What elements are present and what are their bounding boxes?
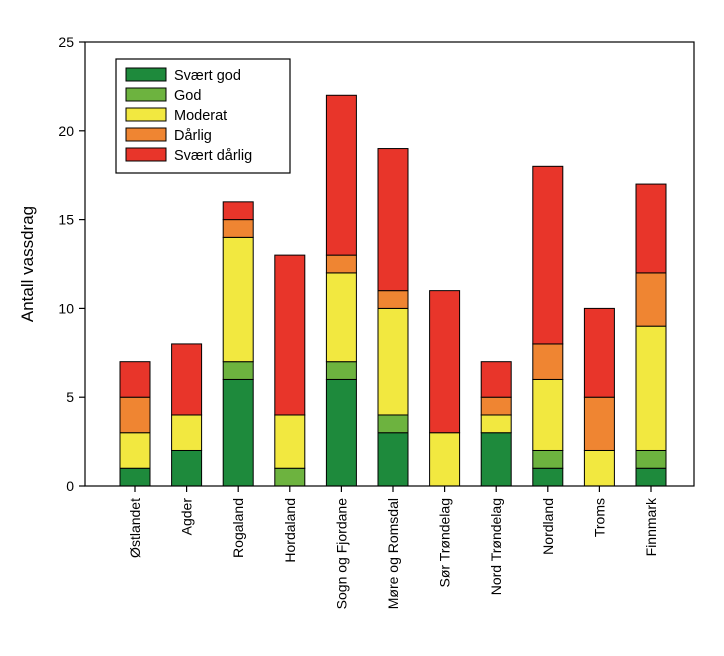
- bar-segment: [171, 449, 203, 487]
- bar-segment: [480, 414, 512, 434]
- bar-segment: [532, 165, 564, 345]
- legend-label: Svært dårlig: [174, 148, 252, 164]
- bar-segment: [480, 432, 512, 487]
- y-tick-label: 25: [58, 34, 74, 50]
- bar-segment: [171, 414, 203, 451]
- bar-segment: [274, 467, 306, 487]
- bar-segment: [532, 449, 564, 469]
- bar-segment: [377, 290, 409, 309]
- bar-segment: [171, 343, 203, 416]
- bar-segment: [325, 378, 357, 487]
- y-tick-label: 15: [58, 212, 74, 228]
- bar-segment: [222, 219, 254, 238]
- bar-segment: [274, 414, 306, 469]
- bars-layer: [119, 94, 667, 487]
- bar-segment: [583, 396, 615, 451]
- bar-segment: [119, 396, 151, 434]
- bar-segment: [583, 449, 615, 487]
- x-tick-label: Møre og Romsdal: [385, 498, 401, 609]
- bar-segment: [222, 378, 254, 487]
- bar-segment: [480, 361, 512, 398]
- bar-segment: [377, 432, 409, 487]
- bar-segment: [635, 183, 667, 274]
- bar-segment: [583, 307, 615, 398]
- x-tick-label: Hordaland: [282, 498, 298, 563]
- x-tick-label: Troms: [591, 498, 607, 537]
- y-tick-label: 20: [58, 123, 74, 139]
- y-tick-label: 5: [66, 389, 74, 405]
- legend-label: God: [174, 88, 201, 104]
- bar-segment: [635, 325, 667, 451]
- legend-label: Svært god: [174, 68, 241, 84]
- legend-swatch: [125, 107, 167, 122]
- legend: Svært god God Moderat Dårlig Svært dårlig: [115, 58, 291, 174]
- bar-segment: [429, 290, 461, 434]
- bar-segment: [480, 396, 512, 416]
- bar-segment: [119, 361, 151, 398]
- bar-segment: [635, 467, 667, 487]
- x-tick-label: Rogaland: [230, 498, 246, 558]
- bar-segment: [325, 254, 357, 274]
- x-tick-label: Sogn og Fjordane: [333, 498, 349, 610]
- bar-segment: [532, 378, 564, 451]
- x-tick-label: Nord Trøndelag: [488, 498, 504, 595]
- x-tick-label: Finnmark: [643, 497, 659, 556]
- bar-segment: [377, 148, 409, 292]
- legend-swatch: [125, 67, 167, 82]
- bar-segment: [325, 272, 357, 363]
- plot-frame: [84, 41, 695, 487]
- x-tick-label: Østlandet: [127, 498, 143, 558]
- y-tick-label: 0: [66, 478, 74, 494]
- legend-swatch: [125, 127, 167, 142]
- bar-segment: [119, 432, 151, 469]
- bar-segment: [635, 449, 667, 469]
- legend-swatch: [125, 87, 167, 102]
- bar-segment: [532, 467, 564, 487]
- bar-segment: [325, 94, 357, 256]
- bar-segment: [532, 343, 564, 380]
- y-axis-title: Antall vassdrag: [18, 206, 37, 322]
- bar-segment: [222, 361, 254, 380]
- bar-segment: [119, 467, 151, 487]
- y-tick-label: 10: [58, 300, 74, 316]
- legend-label: Moderat: [174, 108, 227, 124]
- legend-swatch: [125, 147, 167, 162]
- bar-segment: [429, 432, 461, 487]
- x-axis: Østlandet Agder Rogaland Hordaland Sogn og F…: [127, 486, 659, 609]
- y-axis: 0 5 10 15 20 25: [58, 34, 85, 494]
- bar-segment: [222, 236, 254, 363]
- bar-segment: [222, 201, 254, 221]
- x-tick-label: Agder: [179, 498, 195, 536]
- bar-segment: [635, 272, 667, 327]
- bar-segment: [377, 307, 409, 416]
- legend-label: Dårlig: [174, 128, 212, 144]
- x-tick-label: Sør Trøndelag: [437, 498, 453, 587]
- x-tick-label: Nordland: [540, 498, 556, 555]
- bar-segment: [274, 254, 306, 416]
- bar-segment: [377, 414, 409, 434]
- bar-segment: [325, 361, 357, 380]
